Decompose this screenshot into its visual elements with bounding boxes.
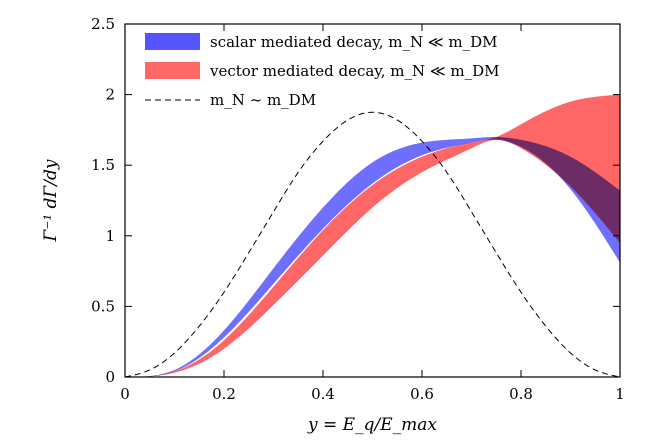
plot-frame bbox=[124, 23, 621, 378]
y-tick-label: 2.5 bbox=[91, 15, 115, 33]
x-tick-label: 0.6 bbox=[410, 385, 434, 403]
y-tick-label: 0.5 bbox=[91, 297, 115, 315]
vector-band bbox=[125, 94, 620, 377]
y-tick-label: 0 bbox=[105, 368, 115, 386]
plot-clip-group bbox=[125, 94, 620, 377]
legend-label: vector mediated decay, m_N ≪ m_DM bbox=[209, 62, 500, 80]
axis-titles: y = E_q/E_max Γ⁻¹ dΓ/dy bbox=[41, 159, 437, 435]
legend-label: scalar mediated decay, m_N ≪ m_DM bbox=[210, 33, 497, 51]
y-tick-label: 1.5 bbox=[91, 156, 115, 174]
x-tick-label: 0.4 bbox=[311, 385, 335, 403]
axes: 0 0.2 0.4 0.6 0.8 1 0 0.5 1 1.5 2 2.5 bbox=[91, 15, 625, 403]
plot-area bbox=[125, 94, 620, 377]
y-axis-title: Γ⁻¹ dΓ/dy bbox=[41, 159, 61, 242]
x-tick-label: 0 bbox=[120, 385, 130, 403]
y-tick-label: 1 bbox=[105, 227, 115, 245]
legend-label: m_N ~ m_DM bbox=[210, 91, 316, 109]
legend: scalar mediated decay, m_N ≪ m_DMvector … bbox=[145, 33, 500, 109]
x-tick-label: 0.8 bbox=[509, 385, 533, 403]
y-tick-label: 2 bbox=[105, 86, 115, 104]
legend-swatch-scalar bbox=[145, 33, 200, 50]
x-tick-label: 1 bbox=[615, 385, 625, 403]
degenerate-mass-dashed-line bbox=[125, 111, 620, 377]
scalar-band bbox=[125, 136, 620, 377]
legend-swatch-vector bbox=[145, 62, 200, 79]
x-tick-label: 0.2 bbox=[212, 385, 236, 403]
x-axis-title: y = E_q/E_max bbox=[307, 415, 437, 435]
